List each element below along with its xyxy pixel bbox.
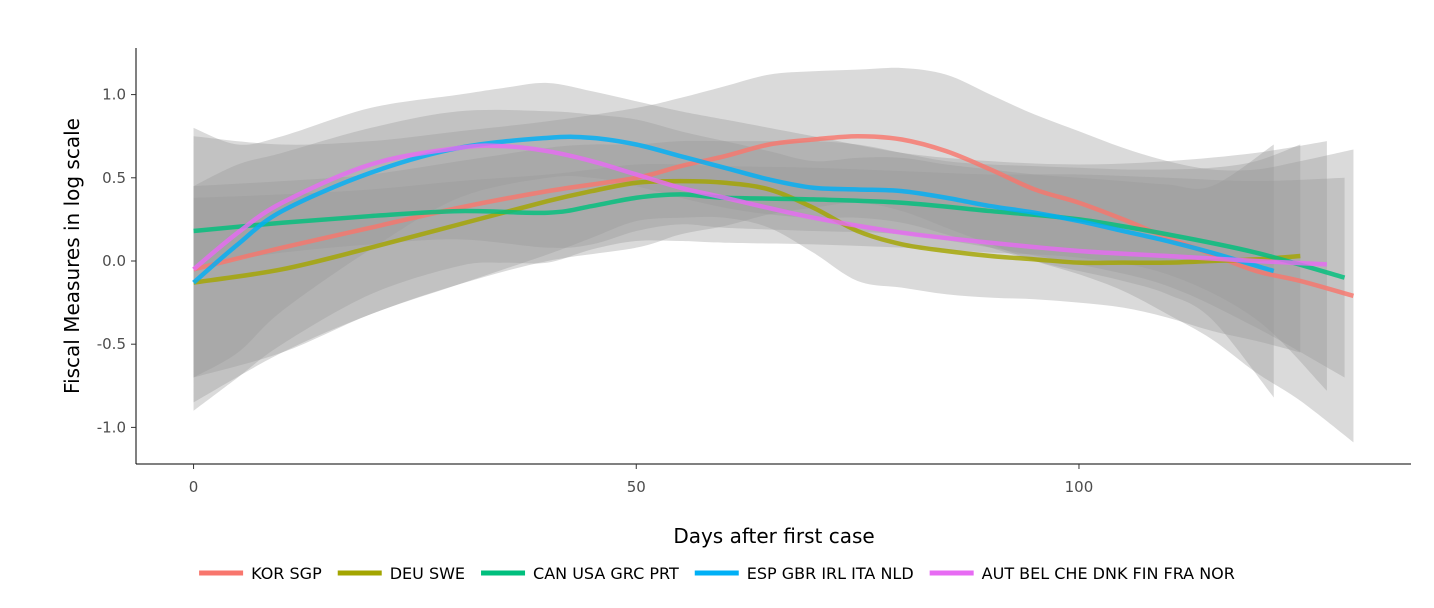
series-lines	[192, 133, 1355, 299]
y-axis-title: Fiscal Measures in log scale	[60, 118, 84, 394]
legend-item-1: KOR SGP	[199, 564, 322, 583]
y-tick-label: 0.5	[102, 169, 126, 187]
x-tick-label: 100	[1065, 478, 1094, 496]
y-tick-label: -0.5	[97, 335, 126, 353]
legend-item-2: DEU SWE	[337, 564, 465, 583]
legend-item-5: AUT BEL CHE DNK FIN FRA NOR	[929, 564, 1235, 583]
confidence-band-1	[193, 67, 1354, 443]
y-tick-label: 0.0	[102, 252, 126, 270]
series-line-2	[193, 178, 1301, 285]
confidence-band-5	[193, 82, 1327, 411]
confidence-band-2	[193, 140, 1301, 378]
legend-label: ESP GBR IRL ITA NLD	[747, 564, 914, 583]
x-axis-title: Days after first case	[673, 524, 874, 548]
series-line-4	[192, 134, 1275, 285]
legend-label: CAN USA GRC PRT	[533, 564, 679, 583]
legend-label: AUT BEL CHE DNK FIN FRA NOR	[982, 564, 1235, 583]
x-tick-label: 50	[627, 478, 646, 496]
axes	[135, 48, 1411, 465]
x-tick-label: 0	[189, 478, 199, 496]
confidence-band-4	[193, 109, 1274, 398]
legend: KOR SGP DEU SWE CAN USA GRC PRT ESP GBR IRL…	[199, 564, 1235, 583]
y-tick-label: 1.0	[102, 86, 126, 104]
legend-item-3: CAN USA GRC PRT	[481, 564, 679, 583]
y-tick-label: -1.0	[97, 418, 126, 436]
x-axis-ticks: 0 50 100	[189, 464, 1094, 496]
y-axis-ticks: 1.0 0.5 0.0 -0.5 -1.0	[97, 86, 136, 436]
legend-label: KOR SGP	[251, 564, 322, 583]
legend-item-4: ESP GBR IRL ITA NLD	[694, 564, 914, 583]
series-line-5	[192, 143, 1327, 272]
legend-label: DEU SWE	[390, 564, 465, 583]
